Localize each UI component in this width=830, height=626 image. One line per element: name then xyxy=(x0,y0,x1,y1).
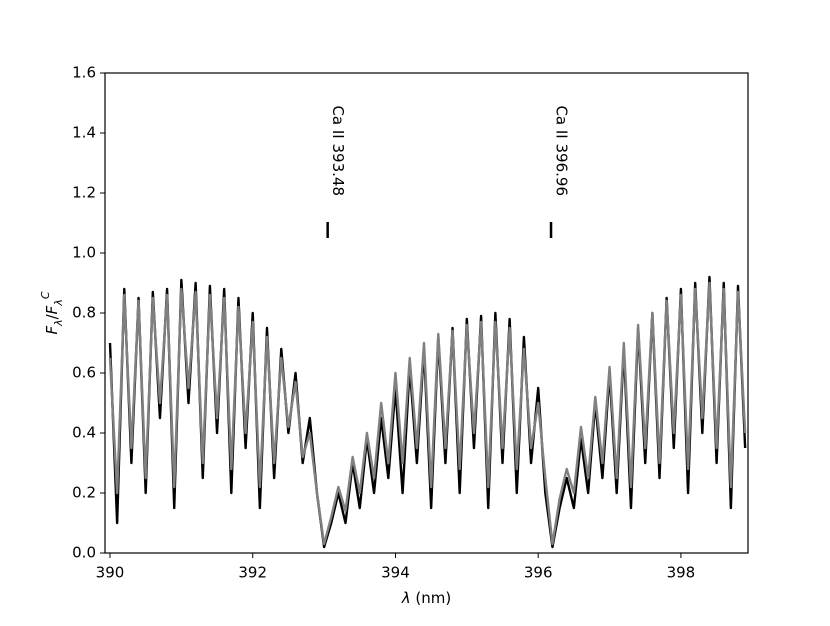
x-tick-label: 390 xyxy=(96,564,125,582)
x-axis-label: λ (nm) xyxy=(401,589,451,607)
y-tick-label: 1.0 xyxy=(72,244,96,262)
annotation-label: Ca II 396.96 xyxy=(553,105,571,196)
plot-area xyxy=(108,275,747,549)
label-part: λ xyxy=(52,319,65,327)
x-tick-label: 398 xyxy=(667,564,696,582)
y-tick-label: 0.6 xyxy=(72,364,96,382)
y-tick-label: 1.2 xyxy=(72,184,96,202)
label-part: F xyxy=(43,305,61,314)
label-part: λ xyxy=(52,299,65,307)
y-tick-label: 1.6 xyxy=(72,64,96,82)
y-tick-label: 1.4 xyxy=(72,124,96,142)
label-part: C xyxy=(39,291,52,299)
spectrum-line xyxy=(108,281,747,546)
x-tick-label: 396 xyxy=(524,564,553,582)
y-axis-label: Fλ/FλC xyxy=(39,291,65,334)
label-part: F xyxy=(43,326,61,335)
label-part: / xyxy=(43,313,61,319)
y-tick-label: 0.8 xyxy=(72,304,96,322)
y-tick-label: 0.0 xyxy=(72,544,96,562)
y-tick-label: 0.4 xyxy=(72,424,96,442)
annotation-label: Ca II 393.48 xyxy=(329,105,347,196)
label-part: (nm) xyxy=(411,589,452,607)
label-part: λ xyxy=(401,589,411,607)
x-tick-label: 392 xyxy=(238,564,267,582)
x-tick-label: 394 xyxy=(381,564,410,582)
y-tick-label: 0.2 xyxy=(72,484,96,502)
